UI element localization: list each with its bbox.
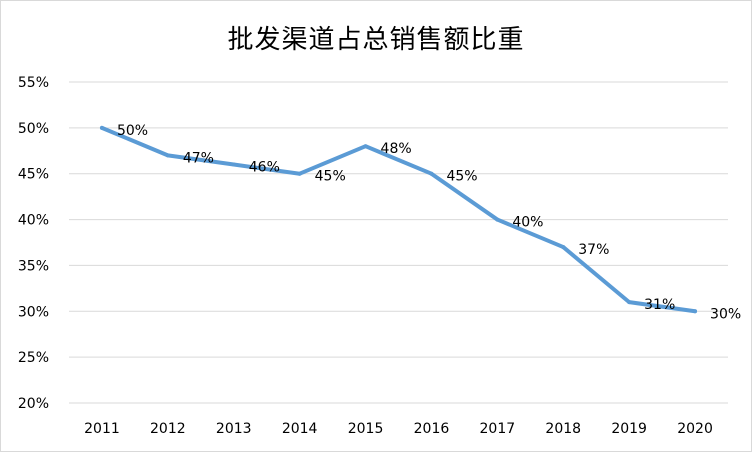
x-tick-label: 2012 [150,421,186,437]
data-label: 40% [512,215,543,231]
data-point [231,162,236,167]
gridlines [69,81,728,404]
x-tick-label: 2017 [480,421,516,437]
data-label: 31% [644,297,675,313]
y-tick-label: 40% [18,213,49,229]
data-labels: 50% 47% 46% 45% 48% 45% 40% 37% 31% 30% [117,123,741,322]
y-tick-label: 25% [18,350,49,366]
x-tick-label: 2018 [545,421,581,437]
data-point [99,125,104,130]
data-point [693,309,698,314]
series-layer [99,125,698,314]
x-tick-label: 2019 [611,421,647,437]
data-point [627,300,632,305]
data-point [165,153,170,158]
y-tick-label: 55% [18,75,49,91]
data-point [429,171,434,176]
data-point [297,171,302,176]
data-label: 30% [710,306,741,322]
y-tick-label: 20% [18,396,49,412]
x-axis-tick-labels: 2011 2012 2013 2014 2015 2016 2017 2018 2019 2020 [84,421,713,437]
data-label: 37% [578,242,609,258]
x-tick-label: 2016 [414,421,450,437]
series-line [99,125,698,314]
y-tick-label: 45% [18,167,49,183]
x-tick-label: 2013 [216,421,252,437]
x-tick-label: 2020 [677,421,713,437]
y-axis-tick-labels: 20% 25% 30% 35% 40% 45% 50% 55% [18,75,49,412]
y-tick-label: 50% [18,121,49,137]
data-label: 50% [117,123,148,139]
chart-title: 批发渠道占总销售额比重 [227,25,525,55]
data-point [363,144,368,149]
data-label: 45% [446,169,477,185]
data-point [561,245,566,250]
data-label: 47% [183,150,214,166]
x-tick-label: 2011 [84,421,120,437]
y-tick-label: 35% [18,258,49,274]
data-point [495,217,500,222]
x-tick-label: 2014 [282,421,318,437]
y-tick-label: 30% [18,304,49,320]
x-tick-label: 2015 [348,421,384,437]
data-label: 46% [249,160,280,176]
data-label: 48% [381,141,412,157]
data-label: 45% [315,169,346,185]
